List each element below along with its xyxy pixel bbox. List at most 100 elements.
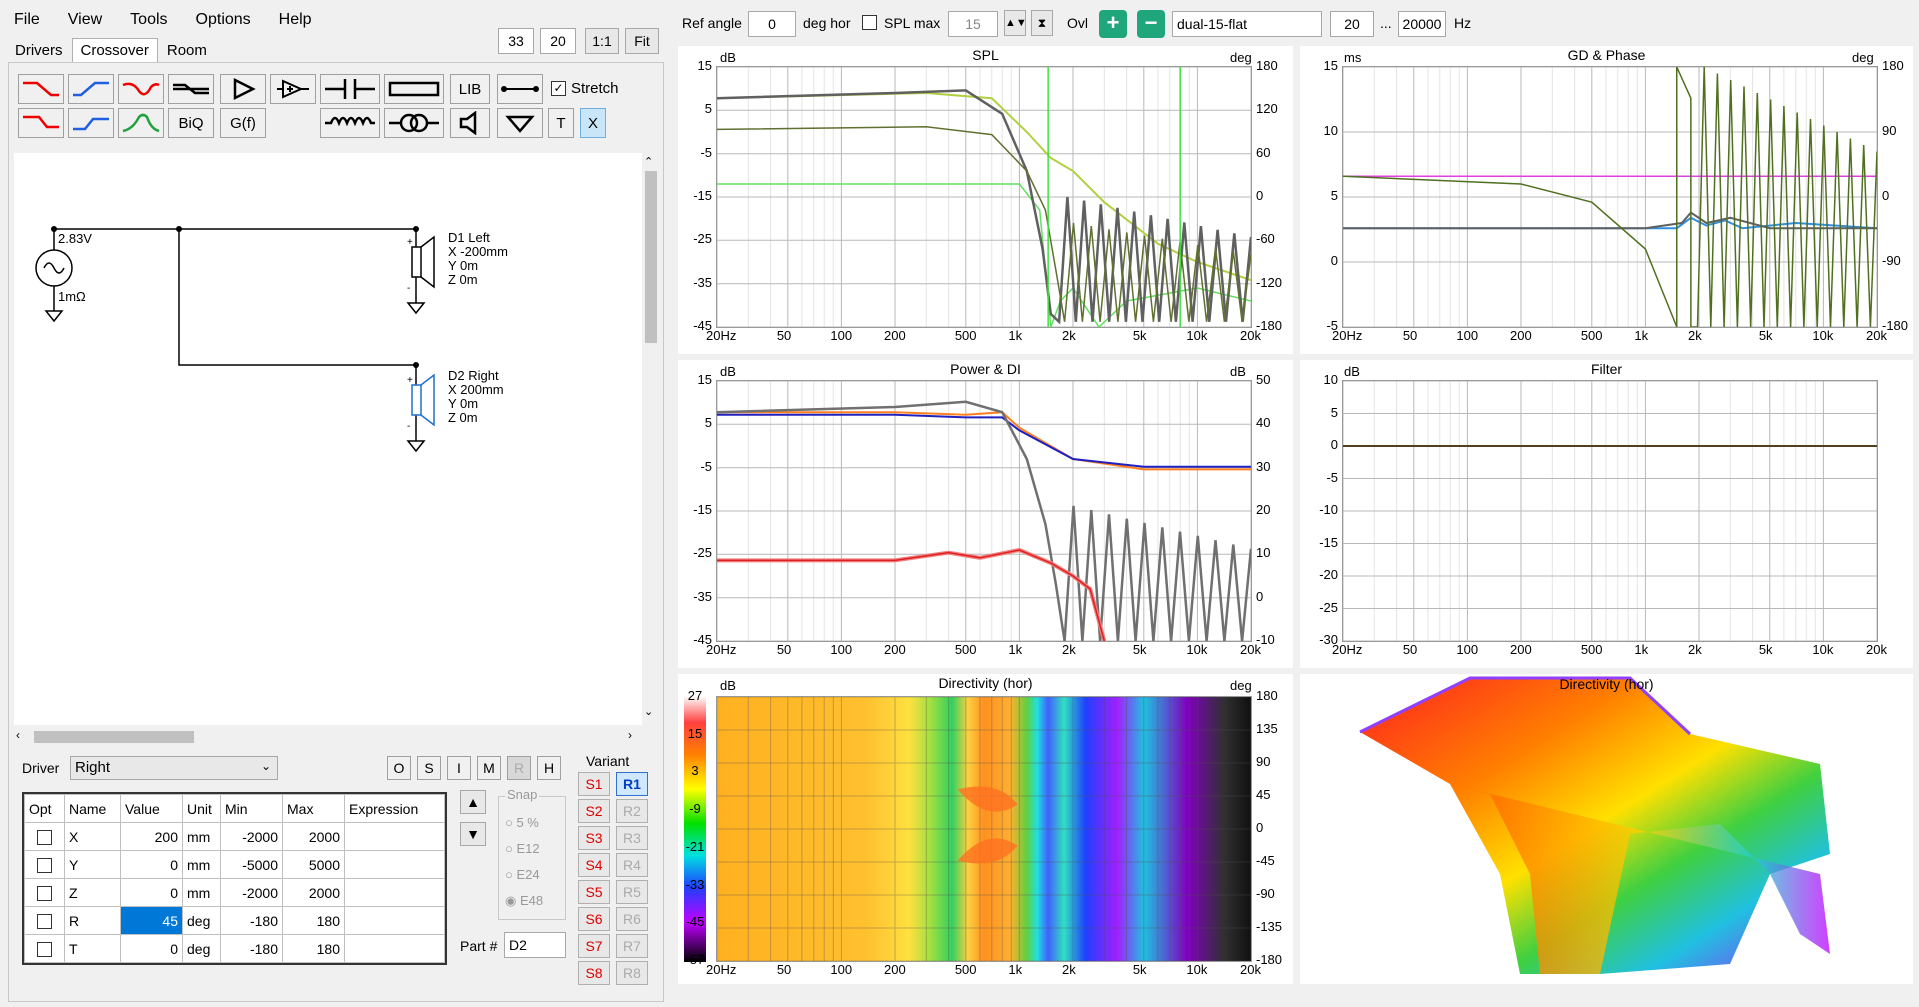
param-expression[interactable] [344,906,445,935]
remove-overlay-icon[interactable]: − [1137,10,1165,38]
directivity-graph-panel[interactable]: Directivity (hor) dB deg 27 15 3 -9 -21 -33 -4… [678,674,1293,984]
param-min[interactable]: -2000 [220,822,283,851]
table-row[interactable]: T 0 deg -180 180 [24,934,445,963]
variant-s2[interactable]: S2 [578,799,610,823]
shelf-tool[interactable] [168,74,214,104]
param-expression[interactable] [344,850,445,879]
menu-view[interactable]: View [67,11,103,28]
param-max[interactable]: 2000 [282,878,345,907]
opt-checkbox[interactable] [37,829,52,845]
menu-tools[interactable]: Tools [130,11,168,28]
biquad-button[interactable]: BiQ [168,108,214,138]
table-row[interactable]: Y 0 mm -5000 5000 [24,850,445,879]
param-expression[interactable] [344,878,445,907]
stretch-option[interactable]: ✓ Stretch [551,80,619,97]
snap-option-e24[interactable]: ○ E24 [505,867,540,882]
opt-checkbox[interactable] [37,857,52,873]
flag-i-button[interactable]: I [447,756,471,780]
scroll-down-icon[interactable]: ⌄ [644,706,654,718]
variant-s4[interactable]: S4 [578,853,610,877]
ref-angle-field[interactable]: 0 [748,11,796,37]
resistor-tool[interactable] [384,74,444,104]
scroll-up-icon[interactable]: ⌃ [644,156,654,168]
directivity-3d-panel[interactable]: Directivity (hor) [1300,674,1913,984]
power-di-graph-panel[interactable]: Power & DI dB dB 15 5 -5 -15 -25 -35 -45 50 40 3… [678,360,1293,668]
variant-r5[interactable]: R5 [616,880,648,904]
menu-options[interactable]: Options [195,11,251,28]
schematic-vscrollbar[interactable]: ⌃ ⌄ [642,153,660,725]
tab-crossover[interactable]: Crossover [71,38,158,62]
transformer-tool[interactable] [384,108,444,138]
flag-o-button[interactable]: O [387,756,411,780]
variant-r6[interactable]: R6 [616,907,648,931]
table-row[interactable]: X 200 mm -2000 2000 [24,822,445,851]
param-min[interactable]: -180 [220,934,283,963]
param-max[interactable]: 5000 [282,850,345,879]
variant-r1[interactable]: R1 [616,772,648,796]
scroll-right-icon[interactable]: › [628,728,632,742]
inductor-tool[interactable] [320,108,380,138]
move-down-button[interactable]: ▼ [460,822,486,846]
param-value[interactable]: 200 [120,822,183,851]
freq-high-field[interactable]: 20000 [1398,11,1446,37]
move-up-button[interactable]: ▲ [460,790,486,814]
param-min[interactable]: -180 [220,906,283,935]
param-max[interactable]: 180 [282,906,345,935]
variant-s1[interactable]: S1 [578,772,610,796]
spl-max-field[interactable]: 15 [948,11,998,37]
variant-s8[interactable]: S8 [578,961,610,985]
snap-option-e48[interactable]: ◉ E48 [505,893,544,908]
hscroll-thumb[interactable] [34,731,194,743]
opt-checkbox[interactable] [37,913,52,929]
spl-plot-area[interactable] [716,66,1253,329]
power-plot-area[interactable] [716,380,1253,642]
param-value-selected[interactable]: 45 [120,906,183,935]
speaker-tool[interactable] [450,108,490,138]
variant-s7[interactable]: S7 [578,934,610,958]
freq-low-field[interactable]: 20 [1330,11,1374,37]
filter-graph-panel[interactable]: Filter dB 10 5 0 -5 -10 -15 -20 -25 -30 20Hz 50 10… [1300,360,1913,668]
zoom-fit-button[interactable]: Fit [625,28,659,54]
variant-r7[interactable]: R7 [616,934,648,958]
wire-tool[interactable] [497,74,543,104]
driver-select[interactable]: Right ⌄ [70,756,278,780]
param-max[interactable]: 2000 [282,822,345,851]
dir-plot-area[interactable] [716,696,1252,962]
spl-max-spinner-icon[interactable]: ▲▼ [1004,10,1027,36]
param-min[interactable]: -2000 [220,878,283,907]
menu-help[interactable]: Help [278,11,312,28]
overlay-name-field[interactable]: dual-15-flat [1172,11,1322,37]
snap-option-e12[interactable]: ○ E12 [505,841,540,856]
snap-option-5[interactable]: ○ 5 % [505,815,539,830]
table-row[interactable]: R 45 deg -180 180 [24,906,445,935]
highpass-step-tool[interactable] [68,108,114,138]
param-expression[interactable] [344,934,445,963]
part-field[interactable]: D2 [504,932,566,958]
variant-s6[interactable]: S6 [578,907,610,931]
menu-file[interactable]: File [14,11,40,28]
param-expression[interactable] [344,822,445,851]
zoom-y-field[interactable]: 20 [540,28,576,54]
scroll-left-icon[interactable]: ‹ [16,728,20,742]
schematic-hscrollbar[interactable]: ‹ › [14,728,642,746]
gf-button[interactable]: G(f) [220,108,266,138]
spl-max-checkbox[interactable] [862,15,877,30]
param-value[interactable]: 0 [120,850,183,879]
variant-s5[interactable]: S5 [578,880,610,904]
gd-plot-area[interactable] [1342,66,1878,328]
stretch-checkbox[interactable]: ✓ [551,81,566,96]
inverting-amp-tool[interactable] [270,74,316,104]
bandpass-tool[interactable] [118,108,164,138]
param-value[interactable]: 0 [120,934,183,963]
delete-tool[interactable]: X [580,108,606,138]
amplifier-tool[interactable] [220,74,266,104]
spl-graph-panel[interactable]: SPL dB deg 15 5 -5 -15 -25 -35 -45 180 120 60 0 -6… [678,46,1293,354]
flag-m-button[interactable]: M [477,756,501,780]
ground-tool[interactable] [497,108,543,138]
variant-r4[interactable]: R4 [616,853,648,877]
table-row[interactable]: Z 0 mm -2000 2000 [24,878,445,907]
gd-phase-graph-panel[interactable]: GD & Phase ms deg 15 10 5 0 -5 180 90 0 -90 -180… [1300,46,1913,354]
add-overlay-icon[interactable]: + [1099,10,1127,38]
lowpass-red-tool[interactable] [18,74,64,104]
capacitor-tool[interactable] [320,74,380,104]
